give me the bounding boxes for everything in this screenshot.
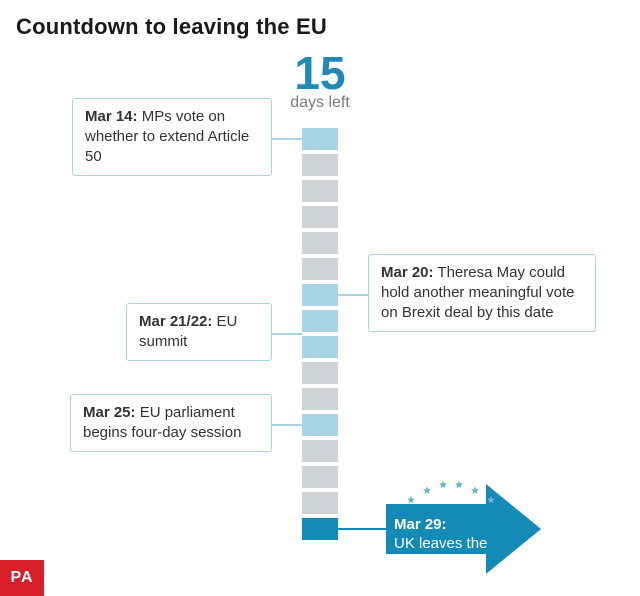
final-arrow: Mar 29: UK leaves the EU (366, 474, 546, 584)
callout: Mar 21/22: EU summit (126, 303, 272, 362)
callout-date: Mar 25: (83, 404, 136, 421)
countdown-label: days left (290, 94, 350, 112)
infographic-stage: Countdown to leaving the EU 15 days left… (0, 0, 640, 596)
callout-date: Mar 21/22: (139, 313, 212, 330)
callout: Mar 14: MPs vote on whether to extend Ar… (72, 98, 272, 177)
final-arrow-date: Mar 29: (394, 516, 447, 533)
day-cell (302, 414, 338, 436)
day-cell (302, 492, 338, 514)
callout: Mar 25: EU parliament begins four-day se… (70, 394, 272, 453)
callout-connector (338, 294, 368, 296)
day-cell (302, 518, 338, 540)
page-title: Countdown to leaving the EU (16, 14, 327, 40)
source-badge: PA (0, 560, 44, 596)
final-connector (338, 528, 386, 530)
final-arrow-body: UK leaves the EU (394, 535, 487, 571)
countdown-block: 15 days left (290, 50, 350, 112)
callout-connector (272, 333, 302, 335)
callout-date: Mar 20: (381, 264, 434, 281)
day-cell (302, 284, 338, 306)
day-cell (302, 362, 338, 384)
callout: Mar 20: Theresa May could hold another m… (368, 254, 596, 333)
day-cell (302, 388, 338, 410)
day-cell (302, 466, 338, 488)
day-strip (302, 128, 338, 544)
day-cell (302, 310, 338, 332)
day-cell (302, 180, 338, 202)
day-cell (302, 440, 338, 462)
day-cell (302, 128, 338, 150)
day-cell (302, 232, 338, 254)
callout-connector (272, 138, 302, 140)
callout-connector (272, 424, 302, 426)
final-arrow-text: Mar 29: UK leaves the EU (394, 516, 494, 572)
day-cell (302, 258, 338, 280)
day-cell (302, 206, 338, 228)
countdown-number: 15 (290, 50, 350, 96)
day-cell (302, 154, 338, 176)
day-cell (302, 336, 338, 358)
callout-date: Mar 14: (85, 108, 138, 125)
